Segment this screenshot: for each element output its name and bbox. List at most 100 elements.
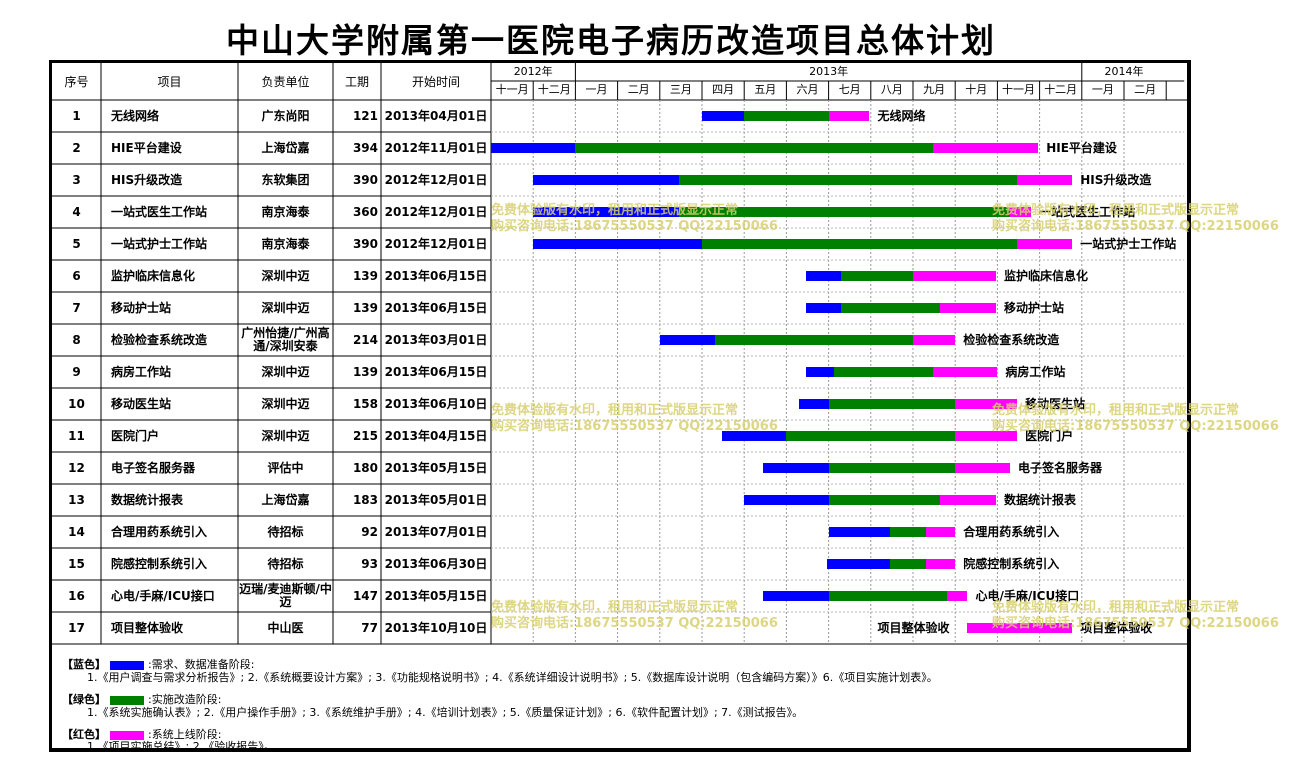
- row-unit: 东软集团: [261, 172, 310, 187]
- watermark-line2: 购买咨询电话:18675550537 QQ:22150066: [992, 219, 1279, 234]
- watermark-line1: 免费体验版有水印，租用和正式版显示正常: [992, 203, 1240, 218]
- month-label: 十月: [965, 83, 988, 96]
- row-project: 病房工作站: [111, 364, 172, 379]
- row-start: 2012年12月01日: [384, 204, 488, 219]
- watermark-line1: 免费体验版有水印，租用和正式版显示正常: [992, 403, 1240, 418]
- header-no: 序号: [64, 75, 89, 89]
- gantt-bar-blue: [806, 367, 835, 377]
- row-project: 移动医生站: [111, 396, 172, 411]
- row-start: 2013年10月10日: [384, 620, 488, 635]
- gantt-bar-blue: [828, 527, 890, 537]
- row-days: 147: [352, 588, 378, 603]
- row-unit: 上海岱嘉: [261, 140, 310, 155]
- month-label: 一月: [585, 83, 608, 96]
- row-start: 2013年06月15日: [384, 268, 488, 283]
- gantt-bar-green: [840, 271, 913, 281]
- watermark-line2: 购买咨询电话:18675550537 QQ:22150066: [992, 616, 1279, 631]
- row-no: 2: [72, 140, 81, 155]
- month-label: 十二月: [537, 83, 571, 96]
- row-project: 数据统计报表: [111, 492, 184, 507]
- row-no: 14: [68, 524, 85, 539]
- gantt-label: 电子签名服务器: [1018, 461, 1103, 475]
- gantt-bar-green: [786, 431, 956, 441]
- gantt-label: 监护临床信息化: [1004, 269, 1089, 283]
- gantt-label: 一站式医生工作站: [1039, 205, 1136, 219]
- gantt-bar-magenta: [939, 495, 997, 505]
- gantt-bar-blue: [763, 591, 829, 601]
- gantt-bar-green: [840, 303, 940, 313]
- gantt-bar-magenta: [932, 143, 1039, 153]
- row-days: 139: [352, 268, 378, 283]
- row-no: 15: [68, 556, 85, 571]
- month-label: 四月: [712, 83, 735, 96]
- gantt-bar-blue: [533, 207, 679, 217]
- row-project: 移动护士站: [111, 300, 172, 315]
- gantt-bar-blue: [533, 175, 679, 185]
- month-label: 九月: [923, 83, 946, 96]
- month-label: 十二月: [1044, 83, 1078, 96]
- gantt-label: 一站式护士工作站: [1080, 237, 1177, 251]
- row-no: 9: [72, 364, 81, 379]
- gantt-bar-magenta: [828, 111, 870, 121]
- legend-blue-items: 1.《用户调查与需求分析报告》; 2.《系统概要设计方案》; 3.《功能规格说明…: [87, 671, 938, 684]
- legend-red-title: :系统上线阶段:: [148, 728, 222, 741]
- gantt-bar-magenta: [925, 559, 956, 569]
- legend-blue-tag: 【蓝色】: [62, 658, 106, 671]
- gantt-bar-green: [744, 111, 829, 121]
- gantt-bar-magenta: [955, 463, 1011, 473]
- watermark-line1: 免费体验版有水印，租用和正式版显示正常: [491, 203, 739, 218]
- row-start: 2013年04月01日: [384, 108, 488, 123]
- gantt-bar-blue: [702, 111, 745, 121]
- gantt-bar-green: [834, 367, 933, 377]
- gantt-bar-magenta: [925, 527, 956, 537]
- row-project: 电子签名服务器: [111, 460, 196, 475]
- row-project: 无线网络: [111, 108, 160, 123]
- gantt-bar-magenta: [913, 271, 997, 281]
- row-start: 2013年05月01日: [384, 492, 488, 507]
- header-unit: 负责单位: [261, 75, 310, 89]
- gantt-bar-blue: [533, 239, 702, 249]
- month-label: 十一月: [1001, 83, 1035, 96]
- row-start: 2012年11月01日: [384, 140, 488, 155]
- row-project: 心电/手麻/ICU接口: [111, 588, 215, 603]
- gantt-bar-green: [714, 335, 913, 345]
- gantt-bar-blue: [763, 463, 829, 473]
- row-no: 6: [72, 268, 81, 283]
- row-no: 8: [72, 332, 81, 347]
- gantt-bar-magenta: [913, 335, 956, 345]
- watermark-line1: 免费体验版有水印，租用和正式版显示正常: [491, 600, 739, 615]
- row-unit: 深圳中迈: [261, 364, 310, 379]
- watermark-line2: 购买咨询电话:18675550537 QQ:22150066: [491, 219, 778, 234]
- magenta-swatch: [110, 730, 144, 740]
- gantt-bar-green: [678, 175, 1018, 185]
- page-title: 中山大学附属第一医院电子病历改造项目总体计划: [226, 21, 996, 60]
- row-unit: 广东尚阳: [261, 108, 310, 123]
- gantt-label: 病房工作站: [1005, 365, 1066, 379]
- gantt-label: 无线网络: [877, 109, 926, 123]
- row-unit: 评估中: [267, 460, 304, 475]
- row-no: 4: [72, 204, 81, 219]
- month-label: 二月: [627, 83, 650, 96]
- header-days: 工期: [344, 75, 369, 89]
- row-no: 17: [68, 620, 85, 635]
- row-days: 390: [352, 236, 378, 251]
- gantt-bar-magenta: [955, 431, 1018, 441]
- month-label: 十一月: [495, 83, 529, 96]
- gantt-label: 院感控制系统引入: [963, 557, 1060, 571]
- gantt-bar-magenta: [1017, 239, 1073, 249]
- watermark: 免费体验版有水印，租用和正式版显示正常 购买咨询电话:18675550537 QQ…: [992, 403, 1279, 435]
- row-project: 一站式医生工作站: [111, 204, 208, 219]
- row-days: 390: [352, 172, 378, 187]
- row-start: 2013年06月30日: [384, 556, 488, 571]
- month-label: 七月: [838, 83, 861, 96]
- row-no: 5: [72, 236, 81, 251]
- row-start: 2013年07月01日: [384, 524, 488, 539]
- gantt-bar-magenta: [939, 303, 997, 313]
- row-no: 12: [68, 460, 85, 475]
- gantt-label: 项目整体验收: [1080, 621, 1153, 635]
- row-days: 92: [361, 524, 378, 539]
- gantt-bar-blue: [806, 271, 841, 281]
- watermark-line2: 购买咨询电话:18675550537 QQ:22150066: [992, 419, 1279, 434]
- gantt-label: 项目整体验收: [877, 621, 950, 635]
- row-days: 360: [352, 204, 378, 219]
